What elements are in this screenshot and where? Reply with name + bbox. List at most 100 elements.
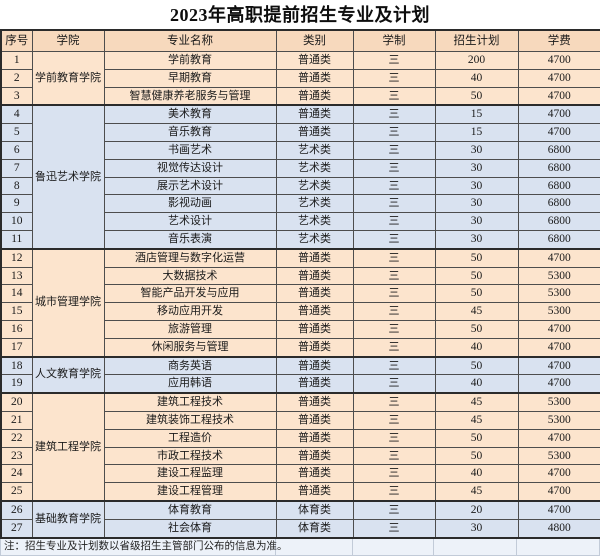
table-row: 14 智能产品开发与应用 普通类三 50 5300 [0, 284, 600, 304]
category-cell: 普通类 [275, 104, 354, 125]
duration-cell: 三 [352, 482, 436, 502]
fee-cell: 4700 [517, 319, 600, 339]
category-cell: 艺术类 [275, 158, 354, 178]
duration-cell: 三 [352, 410, 436, 430]
major-name-cell: 建筑装饰工程技术 [103, 410, 277, 430]
major-name-cell: 音乐教育 [103, 123, 277, 142]
table-header: 序号 学院 专业名称 类别 学制 招生计划 学费 [0, 29, 600, 52]
duration-cell: 三 [352, 158, 436, 178]
category-cell: 普通类 [275, 68, 354, 88]
major-name-cell: 酒店管理与数字化运营 [103, 247, 277, 268]
header-row: 序号 学院 专业名称 类别 学制 招生计划 学费 [0, 29, 600, 52]
category-cell: 普通类 [275, 464, 354, 484]
table-row: 9 影视动画 艺术类三 30 6800 [0, 194, 600, 214]
footnote-empty-cell [517, 539, 599, 555]
duration-cell: 三 [352, 140, 436, 160]
duration-cell: 三 [352, 176, 436, 196]
category-cell: 艺术类 [275, 176, 354, 196]
category-cell: 普通类 [275, 86, 354, 106]
duration-cell: 三 [352, 212, 436, 231]
major-name-cell: 休闲服务与管理 [103, 337, 277, 358]
plan-count-cell: 50 [434, 266, 519, 286]
row-number-cell: 24 [0, 464, 33, 484]
category-cell: 普通类 [275, 319, 354, 339]
plan-count-cell: 45 [434, 482, 519, 502]
duration-cell: 三 [352, 319, 436, 339]
duration-cell: 三 [352, 392, 436, 412]
duration-cell: 三 [352, 337, 436, 358]
row-number-cell: 18 [0, 355, 33, 376]
duration-cell: 三 [352, 123, 436, 142]
fee-cell: 6800 [517, 194, 600, 214]
category-cell: 普通类 [275, 374, 354, 394]
fee-cell: 4700 [517, 464, 600, 484]
duration-cell: 三 [352, 428, 436, 448]
duration-cell: 三 [352, 446, 436, 466]
fee-cell: 6800 [517, 212, 600, 231]
major-name-cell: 商务英语 [103, 355, 277, 376]
fee-cell: 5300 [517, 410, 600, 430]
table-row: 24 建设工程监理 普通类三 40 4700 [0, 464, 600, 484]
major-name-cell: 建设工程监理 [103, 464, 277, 484]
table-row: 27 社会体育 体育类三 30 4800 [0, 518, 600, 539]
plan-count-cell: 40 [434, 374, 519, 394]
table-row: 23 市政工程技术 普通类三 50 5300 [0, 446, 600, 466]
college-name-cell: 人文教育学院 [31, 355, 105, 394]
table-row: 15 移动应用开发 普通类三 45 5300 [0, 302, 600, 321]
footnote-empty-cell [276, 538, 353, 555]
fee-cell: 4700 [517, 123, 600, 142]
plan-count-cell: 30 [434, 176, 519, 196]
college-name-cell: 城市管理学院 [31, 247, 105, 358]
major-name-cell: 社会体育 [103, 518, 277, 539]
major-name-cell: 美术教育 [103, 104, 277, 125]
category-cell: 普通类 [275, 337, 354, 358]
major-name-cell: 早期教育 [103, 68, 277, 88]
plan-count-cell: 40 [434, 464, 519, 484]
category-cell: 普通类 [275, 446, 354, 466]
table-row: 1 学前教育学院 学前教育 普通类三 200 4700 [0, 51, 600, 106]
table-row: 10 艺术设计 艺术类三 30 6800 [0, 212, 600, 231]
table-row: 20 建筑工程学院 建筑工程技术 普通类三 45 5300 [0, 392, 600, 502]
table-row: 4 鲁迅艺术学院 美术教育 普通类三 15 4700 [0, 104, 600, 250]
row-number-cell: 27 [0, 518, 33, 539]
row-number-cell: 9 [0, 194, 33, 214]
row-number-cell: 2 [0, 68, 33, 88]
major-name-cell: 艺术设计 [103, 212, 277, 231]
major-name-cell: 体育教育 [103, 499, 277, 520]
major-name-cell: 市政工程技术 [103, 446, 277, 466]
major-name-cell: 旅游管理 [103, 319, 277, 339]
college-name-cell: 建筑工程学院 [31, 392, 105, 502]
row-number-cell: 26 [0, 499, 33, 520]
category-cell: 体育类 [275, 518, 354, 539]
category-cell: 普通类 [275, 51, 354, 70]
major-name-cell: 工程造价 [103, 428, 277, 448]
category-cell: 普通类 [275, 123, 354, 142]
row-number-cell: 25 [0, 482, 33, 502]
duration-cell: 三 [352, 247, 436, 268]
plan-count-cell: 50 [434, 247, 519, 268]
category-cell: 普通类 [275, 284, 354, 304]
row-number-cell: 10 [0, 212, 33, 231]
plan-count-cell: 50 [434, 319, 519, 339]
category-cell: 普通类 [275, 392, 354, 412]
row-number-cell: 12 [0, 247, 33, 268]
college-name-cell: 鲁迅艺术学院 [31, 104, 105, 250]
plan-count-cell: 15 [434, 104, 519, 125]
duration-cell: 三 [352, 86, 436, 106]
major-name-cell: 智能产品开发与应用 [103, 284, 277, 304]
table-row: 6 书画艺术 艺术类三 30 6800 [0, 140, 600, 160]
duration-cell: 三 [352, 499, 436, 520]
duration-cell: 三 [352, 284, 436, 304]
fee-cell: 6800 [517, 229, 600, 250]
plan-count-cell: 30 [434, 140, 519, 160]
row-number-cell: 22 [0, 428, 33, 448]
major-name-cell: 移动应用开发 [103, 302, 277, 321]
major-name-cell: 影视动画 [103, 194, 277, 214]
admission-plan-table: 序号 学院 专业名称 类别 学制 招生计划 学费 1 学前教育学院 学前教育 普通类三… [0, 29, 600, 539]
row-number-cell: 1 [0, 51, 33, 70]
fee-cell: 4700 [517, 499, 600, 520]
footnote-empty-cell [353, 538, 435, 555]
row-number-cell: 23 [0, 446, 33, 466]
plan-count-cell: 50 [434, 284, 519, 304]
plan-count-cell: 50 [434, 446, 519, 466]
